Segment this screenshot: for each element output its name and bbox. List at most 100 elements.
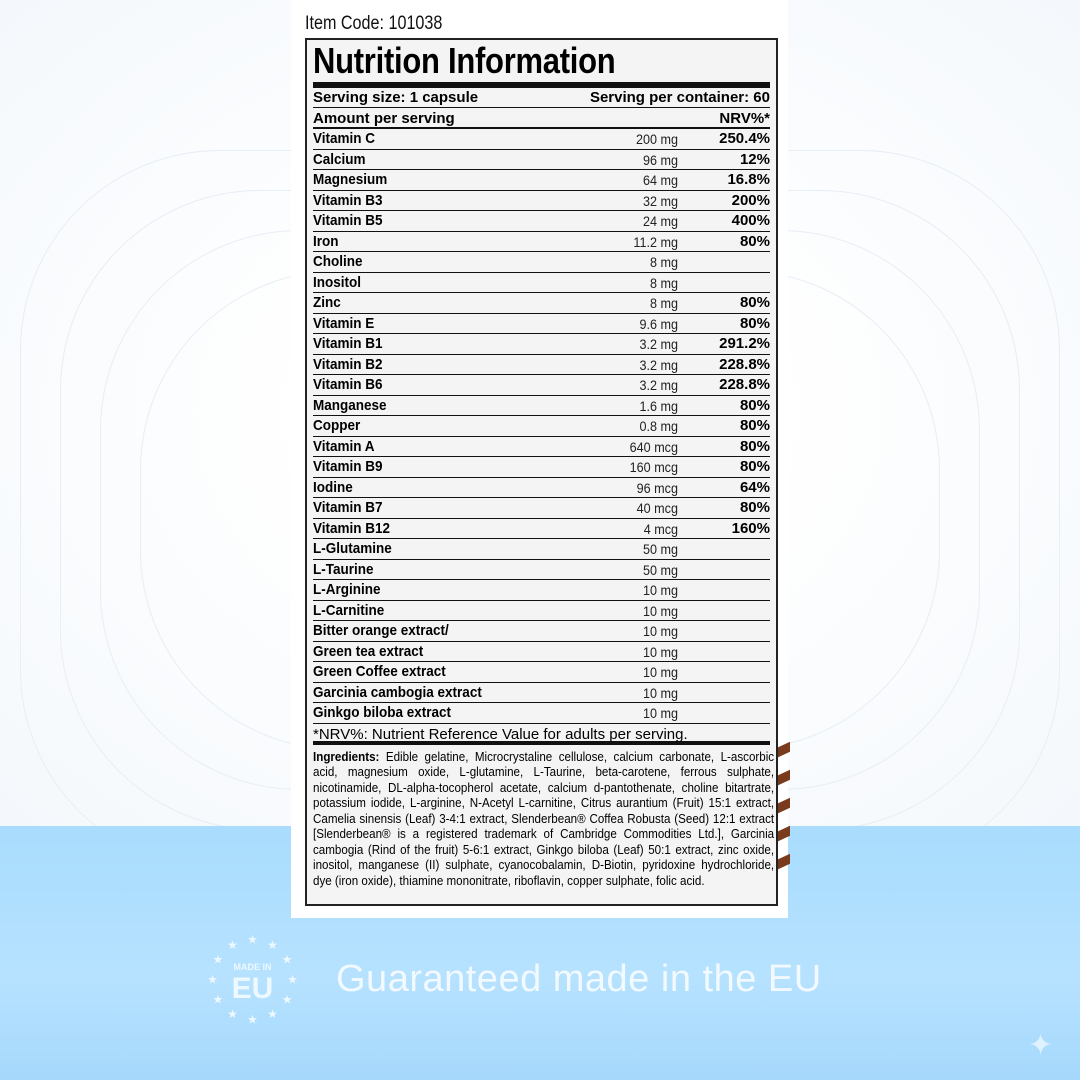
nutrient-name: Copper <box>313 417 361 434</box>
nutrient-row: L-Glutamine 50 mg <box>313 539 770 560</box>
nutrient-nrv <box>678 252 770 272</box>
star-icon: ★ <box>267 1007 278 1021</box>
nutrient-amount: 160 mcg <box>629 459 678 475</box>
nutrient-row: Ginkgo biloba extract 10 mg <box>313 703 770 724</box>
eu-badge-main: EU <box>232 972 274 1005</box>
nutrient-row: Vitamin E 9.6 mg 80% <box>313 314 770 334</box>
nutrient-nrv: 64% <box>739 478 770 496</box>
nutrient-nrv <box>678 621 770 641</box>
eu-badge-top: MADE IN <box>234 962 272 972</box>
nutrient-name: Green Coffee extract <box>313 663 446 680</box>
nutrient-nrv: 80% <box>739 294 770 311</box>
nutrient-nrv: 80% <box>739 458 770 475</box>
nutrient-row: Green tea extract 10 mg <box>313 642 770 662</box>
nutrient-amount: 10 mg <box>642 664 678 680</box>
nutrient-amount: 4 mcg <box>643 520 678 537</box>
nutrient-name: Vitamin B3 <box>313 191 383 209</box>
nutrient-name: Zinc <box>313 294 341 311</box>
nutrient-name: Vitamin B7 <box>313 499 383 516</box>
nutrient-row: Iron 11.2 mg 80% <box>313 232 770 252</box>
nutrient-name: Magnesium <box>313 171 388 188</box>
nutrient-amount: 10 mg <box>642 643 678 660</box>
nutrient-name: Vitamin B2 <box>313 355 383 373</box>
nutrient-name: Garcinia cambogia extract <box>313 683 482 701</box>
nutrient-nrv: 80% <box>739 232 770 250</box>
nutrient-row: Vitamin B9 160 mcg 80% <box>313 457 770 478</box>
nrv-header: NRV%* <box>719 110 770 127</box>
nutrient-amount: 10 mg <box>642 623 678 639</box>
star-icon: ★ <box>212 953 223 967</box>
serving-size: Serving size: 1 capsule <box>313 89 479 106</box>
nutrient-amount: 8 mg <box>649 254 678 270</box>
nutrient-nrv: 400% <box>731 212 770 229</box>
nutrient-amount: 8 mg <box>649 274 678 291</box>
nutrient-amount: 10 mg <box>642 582 678 598</box>
nutrient-name: L-Arginine <box>313 581 381 598</box>
label-title: Nutrition Information <box>313 40 616 81</box>
star-icon: ★ <box>227 938 238 952</box>
nutrient-row: Garcinia cambogia extract 10 mg <box>313 683 770 703</box>
serving-row: Serving size: 1 capsule Serving per cont… <box>313 88 770 108</box>
nutrient-amount: 10 mg <box>642 705 678 721</box>
nutrient-nrv <box>678 683 770 703</box>
star-icon: ★ <box>247 933 258 947</box>
nutrient-row: L-Arginine 10 mg <box>313 580 770 601</box>
amount-header-row: Amount per serving NRV%* <box>313 108 770 129</box>
nutrient-nrv <box>678 642 770 662</box>
nutrient-amount: 10 mg <box>642 602 678 619</box>
nutrient-name: L-Glutamine <box>313 540 392 557</box>
nutrient-nrv <box>678 539 770 559</box>
nutrient-name: Vitamin B6 <box>313 376 383 393</box>
nutrient-nrv: 16.8% <box>727 171 770 188</box>
nutrient-amount: 640 mcg <box>629 438 678 455</box>
ingredients: Ingredients: Edible gelatine, Microcryst… <box>313 745 774 889</box>
nutrient-amount: 64 mg <box>642 172 678 188</box>
sparkle-icon: ✦ <box>1028 1029 1054 1062</box>
nutrient-nrv <box>678 580 770 600</box>
nutrient-name: Calcium <box>313 150 366 168</box>
nutrient-row: Vitamin B7 40 mcg 80% <box>313 498 770 519</box>
nutrient-name: Green tea extract <box>313 642 424 660</box>
star-icon: ★ <box>227 1007 238 1021</box>
nutrient-row: Vitamin B3 32 mg 200% <box>313 191 770 211</box>
nutrient-name: Iron <box>313 232 339 250</box>
nutrient-amount: 0.8 mg <box>639 418 678 434</box>
ingredients-label: Ingredients: <box>313 748 380 764</box>
nutrient-row: L-Taurine 50 mg <box>313 560 770 580</box>
star-icon: ★ <box>212 993 223 1007</box>
star-icon: ★ <box>282 993 293 1007</box>
nutrient-amount: 11.2 mg <box>633 233 678 250</box>
star-icon: ★ <box>207 973 218 987</box>
nutrient-row: Vitamin C 200 mg 250.4% <box>313 129 770 150</box>
nutrient-name: Vitamin A <box>313 437 375 455</box>
nutrient-nrv: 80% <box>739 437 770 455</box>
star-icon: ★ <box>282 953 293 967</box>
nutrient-nrv <box>678 662 770 682</box>
nutrient-amount: 1.6 mg <box>639 397 678 414</box>
item-code: Item Code: 101038 <box>305 13 443 34</box>
nutrient-amount: 3.2 mg <box>639 336 678 352</box>
amount-header: Amount per serving <box>313 110 455 127</box>
ingredients-text: Edible gelatine, Microcrystaline cellulo… <box>313 748 775 888</box>
nutrient-name: Iodine <box>313 478 353 496</box>
star-icon: ★ <box>247 1013 258 1027</box>
nutrient-row: Choline 8 mg <box>313 252 770 273</box>
nutrient-amount: 96 mcg <box>636 479 678 496</box>
nutrient-amount: 50 mg <box>642 541 678 557</box>
nutrient-row: Vitamin B2 3.2 mg 228.8% <box>313 355 770 375</box>
eu-tagline: Guaranteed made in the EU <box>336 958 822 1000</box>
nutrient-amount: 3.2 mg <box>639 356 678 373</box>
nutrient-nrv: 80% <box>739 417 770 434</box>
nutrient-nrv: 80% <box>739 396 770 414</box>
star-icon: ★ <box>287 973 298 987</box>
nutrient-row: Vitamin B6 3.2 mg 228.8% <box>313 375 770 396</box>
nutrient-name: Vitamin B5 <box>313 212 383 229</box>
serving-per-container: Serving per container: 60 <box>589 89 770 106</box>
nutrient-name: Vitamin E <box>313 314 375 332</box>
packaging-stripes <box>776 741 790 875</box>
nutrient-amount: 200 mg <box>635 131 678 147</box>
nutrient-name: Vitamin B12 <box>313 519 391 537</box>
nutrient-amount: 40 mcg <box>636 500 678 516</box>
nutrient-nrv: 291.2% <box>719 335 770 352</box>
nutrient-row: Calcium 96 mg 12% <box>313 150 770 170</box>
